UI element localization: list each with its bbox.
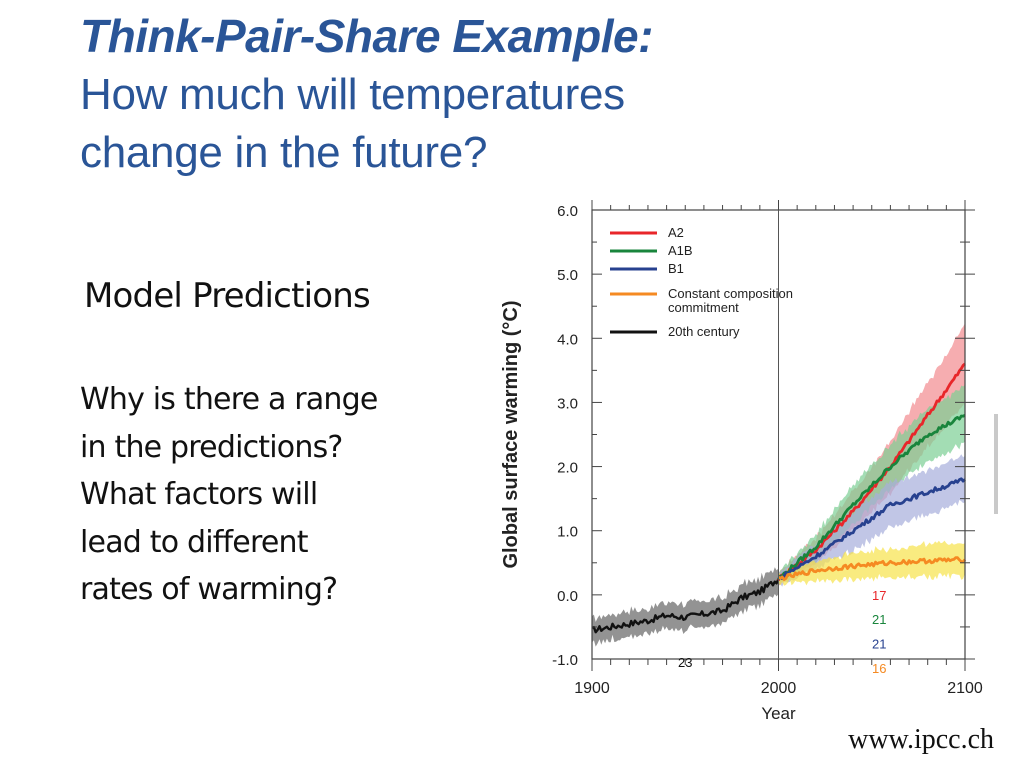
series-line xyxy=(777,414,966,581)
y-tick-label: 6.0 xyxy=(557,203,578,220)
section-heading: Model Predictions xyxy=(84,276,371,316)
series-line xyxy=(777,556,967,581)
model-count-label: 17 xyxy=(872,588,886,603)
slide-subtitle-line-1: How much will temperatures xyxy=(80,70,625,119)
series-line xyxy=(777,477,966,580)
series-line xyxy=(591,578,780,634)
model-count-label: 23 xyxy=(678,655,692,670)
question-line: in the predictions? xyxy=(80,429,343,465)
warming-chart: -1.0 0.0 1.0 2.0 3.0 4.0 5.0 6.0 1900 2000 2100 A2… xyxy=(500,200,983,723)
x-tick-label: 2100 xyxy=(947,680,983,697)
series-band xyxy=(592,567,779,647)
question-line: Why is there a range xyxy=(80,382,378,417)
y-tick-label: 0.0 xyxy=(557,588,578,605)
source-credit: www.ipcc.ch xyxy=(848,724,994,755)
y-tick-label: 3.0 xyxy=(557,395,578,412)
model-count-label: 16 xyxy=(872,661,886,676)
question-line: rates of warming? xyxy=(80,572,338,607)
model-count-label: 21 xyxy=(872,612,886,627)
legend-label: A1B xyxy=(668,243,693,258)
model-count-label: 21 xyxy=(872,637,886,652)
title-block: Think-Pair-Share Example: How much will … xyxy=(80,6,653,182)
series-line xyxy=(777,362,966,582)
legend-label: 20th century xyxy=(668,324,740,339)
y-tick-label: 5.0 xyxy=(557,267,578,284)
x-tick-label: 1900 xyxy=(574,680,610,697)
legend-label: B1 xyxy=(668,261,684,276)
y-tick-label: 4.0 xyxy=(557,331,578,348)
question-list: Why is there a range in the predictions?… xyxy=(80,376,378,614)
legend-label: commitment xyxy=(668,300,739,315)
slide-subtitle-line-2: change in the future? xyxy=(80,128,488,177)
slide-title: Think-Pair-Share Example: xyxy=(80,10,653,62)
legend-label: Constant composition xyxy=(668,286,793,301)
x-tick-label: 2000 xyxy=(761,680,797,697)
legend-label: A2 xyxy=(668,225,684,240)
question-line: What factors will xyxy=(80,477,318,512)
y-tick-label: 1.0 xyxy=(557,524,578,541)
y-axis-label: Global surface warming (°C) xyxy=(500,300,522,568)
question-line: lead to different xyxy=(80,524,308,560)
y-tick-label: -1.0 xyxy=(552,652,578,669)
x-axis-label: Year xyxy=(761,704,796,723)
edge-decoration xyxy=(994,414,998,514)
y-tick-label: 2.0 xyxy=(557,460,578,477)
